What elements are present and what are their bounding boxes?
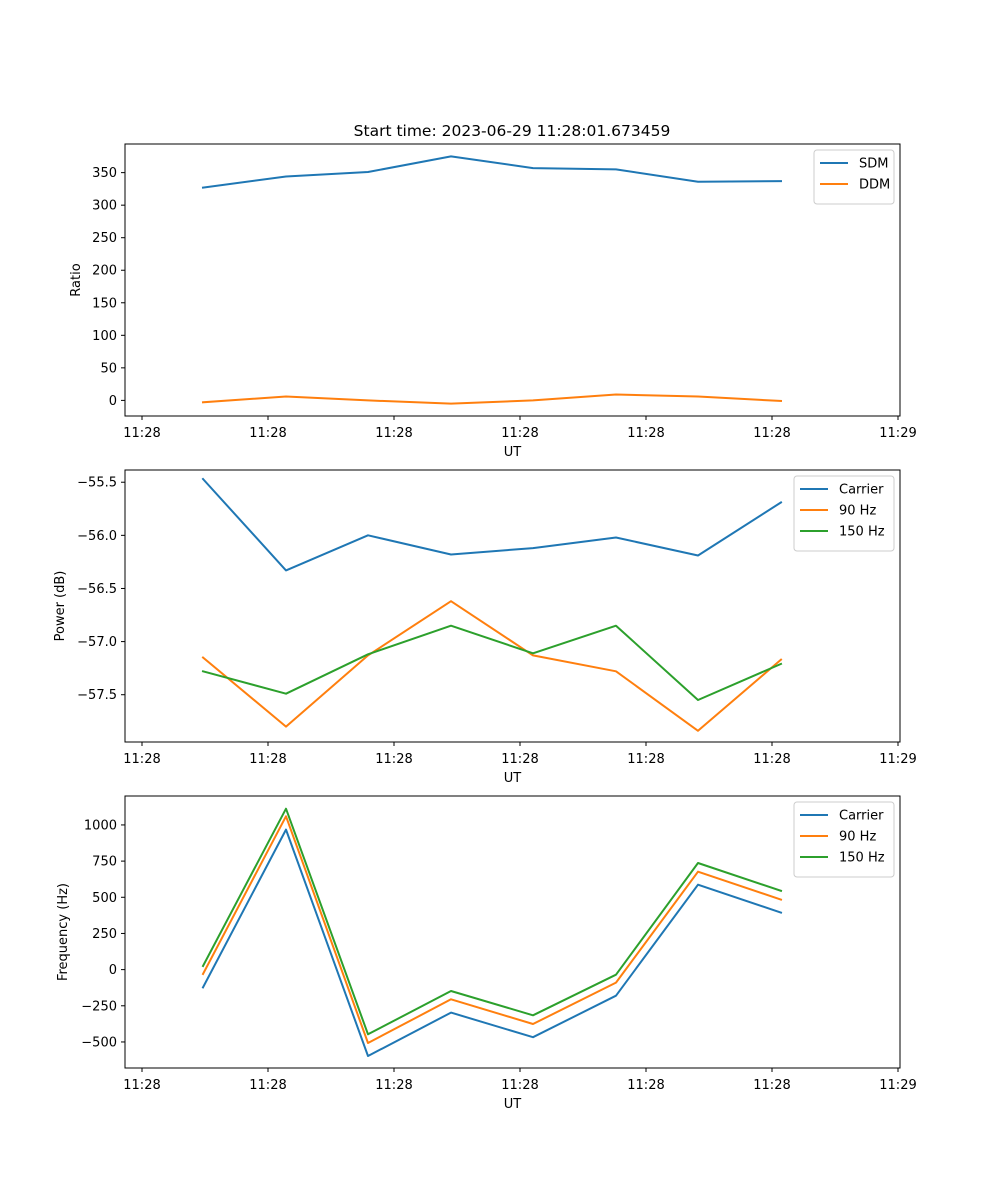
y-tick-label: 200	[92, 264, 117, 279]
y-tick-label: 250	[92, 231, 117, 246]
legend-box	[793, 801, 895, 878]
subplot-3: 1000 750 500 250 0 −250 −500 11:28 11:28 11:28 11:…	[56, 795, 917, 1112]
legend-label: DDM	[859, 178, 890, 193]
y-tick-label: 50	[100, 361, 117, 376]
x-tick-label: 11:28	[501, 752, 538, 767]
x-tick-label: 11:28	[753, 1078, 790, 1093]
y-axis-label: Power (dB)	[53, 571, 68, 642]
series-line-ddm	[201, 393, 783, 405]
x-tick-label: 11:28	[375, 426, 412, 441]
axes-frame	[124, 143, 901, 417]
series-line-90-hz	[201, 815, 783, 1044]
y-tick-label: −55.5	[77, 476, 117, 491]
y-tick-label: 150	[92, 296, 117, 311]
y-tick-label: 500	[92, 891, 117, 906]
legend: Carrier 90 Hz 150 Hz	[793, 475, 895, 552]
y-tick-label: 750	[92, 855, 117, 870]
legend: SDM DDM	[813, 149, 895, 205]
x-tick-label: 11:29	[879, 1078, 916, 1093]
y-tick-label: 1000	[84, 818, 117, 833]
x-tick-label: 11:28	[123, 752, 160, 767]
series-line-carrier	[201, 828, 783, 1057]
y-axis-label: Frequency (Hz)	[56, 883, 71, 981]
y-tick-label: 0	[109, 963, 117, 978]
legend-label: 150 Hz	[839, 851, 885, 866]
y-tick-label: −57.5	[77, 688, 117, 703]
legend-box	[793, 475, 895, 552]
legend: Carrier 90 Hz 150 Hz	[793, 801, 895, 878]
legend-label: Carrier	[839, 809, 884, 824]
legend-label: Carrier	[839, 483, 884, 498]
subplot-1: 0 50 100 150 200 250 300 350 11:28 11:28 11:28 11:2…	[69, 143, 917, 460]
x-tick-label: 11:28	[249, 752, 286, 767]
x-tick-label: 11:28	[753, 426, 790, 441]
y-tick-label: −250	[81, 999, 117, 1014]
x-tick-label: 11:28	[375, 1078, 412, 1093]
legend-label: 90 Hz	[839, 830, 876, 845]
y-tick-label: −57.0	[77, 635, 117, 650]
x-tick-label: 11:28	[123, 426, 160, 441]
series-line-150-hz	[201, 624, 783, 701]
x-tick-label: 11:28	[753, 752, 790, 767]
x-tick-label: 11:29	[879, 752, 916, 767]
series-line-150-hz	[201, 807, 783, 1036]
y-tick-label: 250	[92, 927, 117, 942]
y-tick-label: −56.5	[77, 582, 117, 597]
x-tick-label: 11:28	[627, 1078, 664, 1093]
x-tick-label: 11:28	[375, 752, 412, 767]
y-tick-label: −500	[81, 1035, 117, 1050]
axes-frame	[124, 469, 901, 743]
legend-label: 90 Hz	[839, 504, 876, 519]
x-tick-label: 11:29	[879, 426, 916, 441]
x-axis-label: UT	[504, 1097, 522, 1112]
series-line-sdm	[201, 155, 783, 189]
x-tick-label: 11:28	[123, 1078, 160, 1093]
y-tick-label: 100	[92, 329, 117, 344]
x-tick-label: 11:28	[627, 426, 664, 441]
plots-container: 0 50 100 150 200 250 300 350 11:28 11:28 11:28 11:2…	[53, 143, 917, 1112]
series-line-90-hz	[201, 600, 783, 732]
axes-frame	[124, 795, 901, 1069]
x-tick-label: 11:28	[501, 426, 538, 441]
y-tick-label: 0	[109, 394, 117, 409]
x-tick-label: 11:28	[627, 752, 664, 767]
x-axis-label: UT	[504, 771, 522, 786]
y-tick-label: 350	[92, 166, 117, 181]
legend-label: 150 Hz	[839, 525, 885, 540]
x-tick-label: 11:28	[249, 1078, 286, 1093]
legend-label: SDM	[859, 157, 888, 172]
x-tick-label: 11:28	[249, 426, 286, 441]
y-axis-label: Ratio	[69, 263, 84, 296]
x-axis-label: UT	[504, 445, 522, 460]
y-tick-label: −56.0	[77, 529, 117, 544]
series-line-carrier	[201, 477, 783, 572]
subplot-2: −55.5 −56.0 −56.5 −57.0 −57.5 11:28 11:28 11:28…	[53, 469, 917, 786]
x-tick-label: 11:28	[501, 1078, 538, 1093]
chart-title: Start time: 2023-06-29 11:28:01.673459	[354, 122, 671, 140]
y-tick-label: 300	[92, 199, 117, 214]
